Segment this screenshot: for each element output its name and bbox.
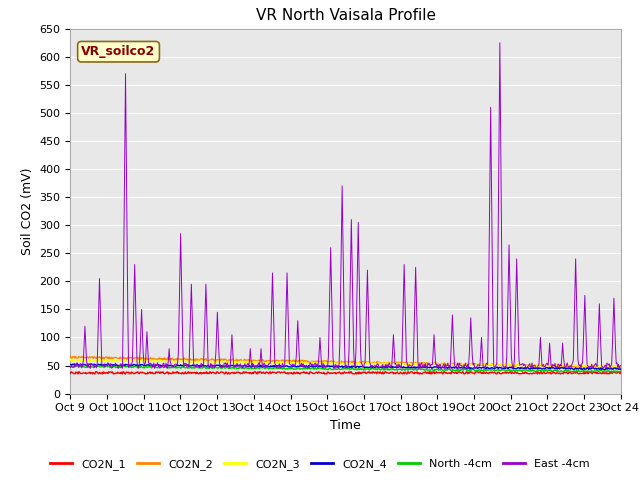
X-axis label: Time: Time xyxy=(330,419,361,432)
Legend: CO2N_1, CO2N_2, CO2N_3, CO2N_4, North -4cm, East -4cm: CO2N_1, CO2N_2, CO2N_3, CO2N_4, North -4… xyxy=(46,455,594,474)
Text: VR_soilco2: VR_soilco2 xyxy=(81,45,156,58)
Y-axis label: Soil CO2 (mV): Soil CO2 (mV) xyxy=(21,168,34,255)
Title: VR North Vaisala Profile: VR North Vaisala Profile xyxy=(255,9,436,24)
